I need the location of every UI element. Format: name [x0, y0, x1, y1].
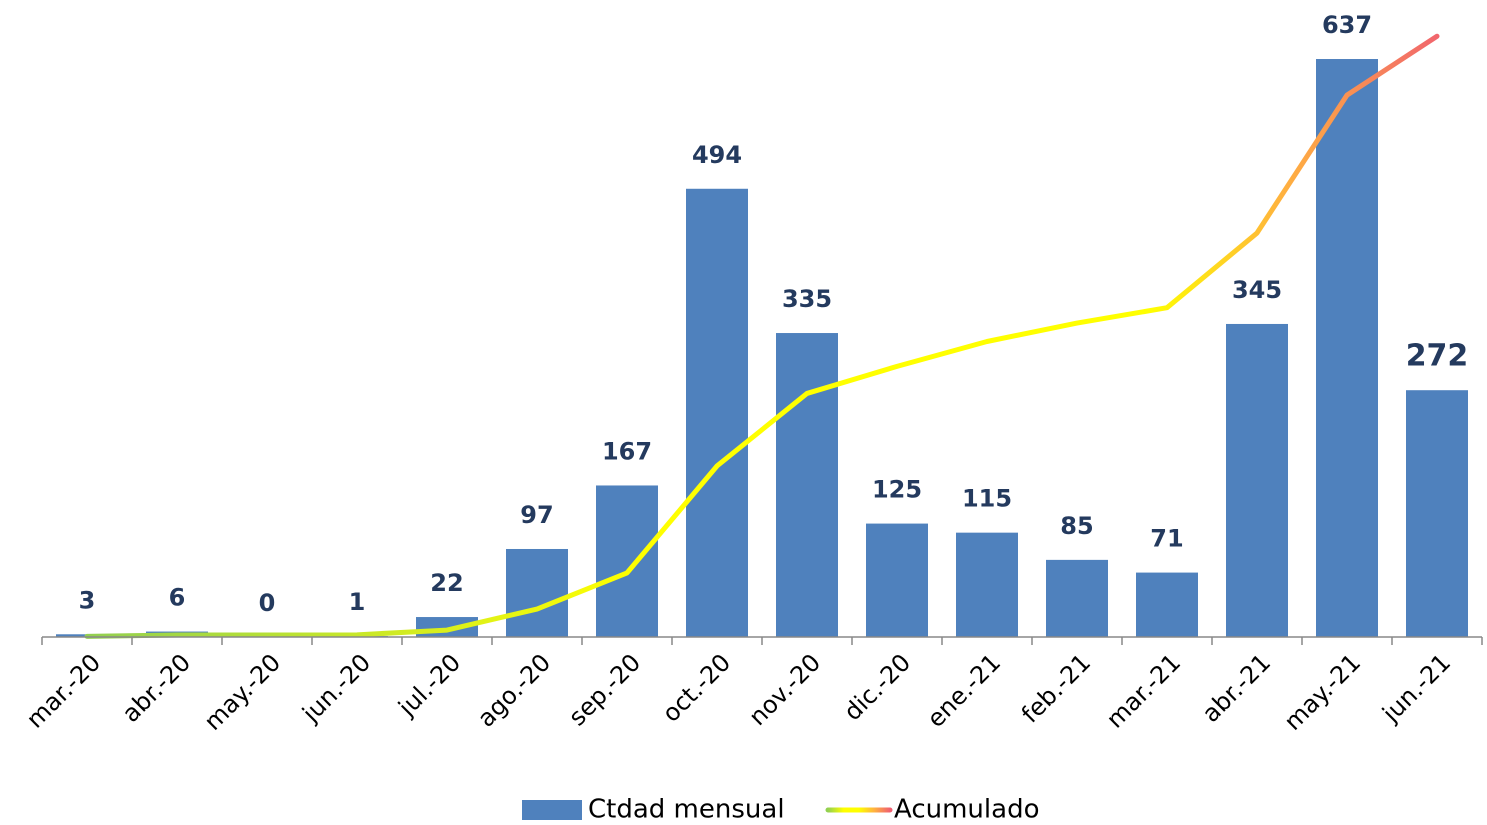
- x-tick-label: feb.-21: [1016, 648, 1096, 728]
- legend-label: Ctdad mensual: [588, 795, 785, 825]
- bar: [1316, 59, 1378, 638]
- bar: [956, 532, 1018, 637]
- x-tick-label: ene.-21: [922, 648, 1007, 733]
- data-label: 637: [1322, 11, 1372, 39]
- data-label: 494: [692, 141, 742, 169]
- bar: [866, 523, 928, 637]
- x-tick-label: mar.-20: [21, 648, 106, 733]
- data-label: 0: [259, 589, 276, 617]
- x-tick-label: mar.-21: [1101, 648, 1186, 733]
- bar: [1226, 323, 1288, 637]
- data-label: 71: [1150, 525, 1183, 553]
- bar: [596, 485, 658, 637]
- data-label: 6: [169, 584, 186, 612]
- bar: [506, 548, 568, 637]
- x-tick-label: jun.-20: [296, 648, 376, 728]
- bar: [686, 188, 748, 638]
- bar: [1046, 559, 1108, 637]
- x-tick-label: abr.-20: [117, 648, 197, 728]
- data-label: 97: [520, 501, 553, 529]
- data-label: 115: [962, 485, 1012, 513]
- x-tick-label: ago.-20: [472, 648, 556, 732]
- data-label: 1: [349, 588, 366, 616]
- data-label: 345: [1232, 276, 1282, 304]
- x-tick-label: may.-20: [199, 648, 286, 735]
- data-label: 272: [1406, 339, 1469, 374]
- x-tick-label: jul.-20: [392, 648, 466, 722]
- x-tick-label: abr.-21: [1197, 648, 1277, 728]
- data-label: 125: [872, 476, 922, 504]
- x-tick-label: dic.-20: [838, 648, 916, 726]
- line: [84, 33, 1440, 639]
- data-label: 167: [602, 437, 652, 465]
- x-tick-label: oct.-20: [657, 648, 736, 727]
- x-tick-label: sep.-20: [563, 648, 646, 731]
- data-label: 3: [79, 586, 96, 614]
- bar: [776, 333, 838, 637]
- legend-swatch: [522, 800, 582, 820]
- data-label: 335: [782, 285, 832, 313]
- bar: [1136, 572, 1198, 637]
- x-tick-label: may.-21: [1279, 648, 1366, 735]
- bar: [1406, 390, 1468, 637]
- data-label: 22: [430, 569, 463, 597]
- x-tick-label: nov.-20: [743, 648, 826, 731]
- legend-label: Acumulado: [894, 795, 1039, 825]
- x-tick-label: jun.-21: [1376, 648, 1456, 728]
- data-label: 85: [1060, 512, 1093, 540]
